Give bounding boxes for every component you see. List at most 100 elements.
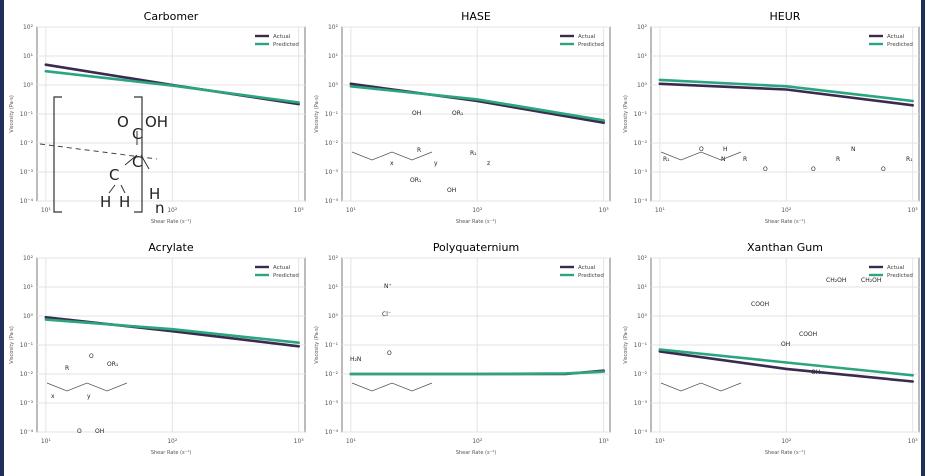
y-tick-label: 10⁰ bbox=[328, 82, 339, 89]
x-tick-label: 10¹ bbox=[346, 438, 357, 445]
structure-atom-label: R₁ bbox=[470, 150, 477, 157]
y-tick-label: 10¹ bbox=[328, 284, 339, 291]
x-tick-label: 10¹ bbox=[346, 207, 357, 214]
x-tick-label: 10¹ bbox=[655, 207, 666, 214]
y-tick-label: 10⁻⁴ bbox=[325, 198, 339, 205]
y-tick-label: 10⁻² bbox=[634, 371, 648, 378]
structure-atom-label: N⁺ bbox=[384, 283, 392, 290]
panel-polyquaternium: Polyquaternium 10¹ 10² 10³ 10² 10¹ 10⁰ 10⁻¹ 10⁻²… bbox=[314, 241, 611, 456]
panel-title: HASE bbox=[461, 10, 491, 23]
y-tick-label: 10¹ bbox=[637, 284, 648, 291]
y-tick-label: 10⁰ bbox=[637, 82, 648, 89]
y-tick-label: 10⁻¹ bbox=[634, 342, 648, 349]
x-tick-label: 10² bbox=[472, 438, 483, 445]
y-axis-label: Viscosity (Pa·s) bbox=[314, 95, 320, 133]
y-tick-label: 10⁻² bbox=[20, 371, 34, 378]
panel-acrylate: Acrylate 10¹ 10² 10³ 10² 10¹ 10⁰ 10⁻¹ 10⁻² 10⁻³ 10… bbox=[9, 241, 306, 456]
y-tick-label: 10⁻⁴ bbox=[20, 429, 34, 436]
structure-atom-label: C bbox=[109, 166, 119, 184]
x-tick-label: 10³ bbox=[599, 207, 610, 214]
structure-atom-label: H bbox=[119, 193, 130, 211]
x-tick-label: 10² bbox=[167, 207, 178, 214]
y-tick-label: 10¹ bbox=[23, 53, 34, 60]
y-tick-label: 10⁻² bbox=[20, 140, 34, 147]
structure-atom-label: OH bbox=[781, 341, 790, 348]
structure-atom-label: H bbox=[149, 185, 160, 203]
structure-atom-label: y bbox=[87, 393, 91, 400]
x-axis-label: Shear Rate (s⁻¹) bbox=[456, 219, 496, 225]
x-tick-label: 10¹ bbox=[655, 438, 666, 445]
y-tick-label: 10⁻⁴ bbox=[634, 429, 648, 436]
y-tick-label: 10² bbox=[328, 255, 339, 262]
panel-hase: HASE 10¹ 10² 10³ 10² 10¹ 10⁰ 10⁻¹ 10⁻² 10⁻³ 10⁻⁴ Sh… bbox=[314, 10, 611, 225]
bond-lines bbox=[46, 382, 128, 392]
bond-lines bbox=[660, 151, 742, 161]
structure-atom-label: O bbox=[881, 166, 886, 173]
x-tick-label: 10³ bbox=[908, 207, 919, 214]
y-tick-label: 10⁻³ bbox=[20, 400, 34, 407]
legend-label: Actual bbox=[578, 34, 596, 40]
legend-label: Actual bbox=[578, 265, 596, 271]
y-tick-label: 10² bbox=[23, 24, 34, 31]
legend-label: Predicted bbox=[578, 273, 604, 279]
legend-label: Actual bbox=[273, 265, 291, 271]
x-tick-label: 10¹ bbox=[41, 207, 52, 214]
structure-atom-label: O bbox=[117, 113, 129, 131]
panel-title: Polyquaternium bbox=[433, 241, 519, 254]
legend: Actual Predicted bbox=[560, 265, 604, 279]
x-axis-label: Shear Rate (s⁻¹) bbox=[151, 450, 191, 456]
structure-atom-label: COOH bbox=[751, 301, 769, 308]
structure-atom-label: C bbox=[132, 153, 142, 171]
x-tick-label: 10³ bbox=[294, 438, 305, 445]
structure-atom-label: y bbox=[434, 160, 438, 167]
legend-label: Actual bbox=[273, 34, 291, 40]
legend-label: Predicted bbox=[273, 273, 299, 279]
structure-atom-label: R₁ bbox=[906, 156, 913, 163]
y-axis-label: Viscosity (Pa·s) bbox=[314, 326, 320, 364]
left-frame bbox=[0, 0, 4, 476]
x-axis-label: Shear Rate (s⁻¹) bbox=[456, 450, 496, 456]
structure-atom-label: OH bbox=[412, 110, 421, 117]
y-axis-label: Viscosity (Pa·s) bbox=[9, 95, 15, 133]
structure-atom-label: O bbox=[77, 428, 82, 435]
y-tick-label: 10⁻⁴ bbox=[20, 198, 34, 205]
y-tick-label: 10⁻³ bbox=[325, 169, 339, 176]
bond-lines bbox=[351, 151, 433, 161]
y-tick-label: 10⁻³ bbox=[634, 400, 648, 407]
x-tick-label: 10² bbox=[167, 438, 178, 445]
legend: Actual Predicted bbox=[255, 34, 299, 48]
panel-title: Carbomer bbox=[144, 10, 199, 23]
x-tick-label: 10¹ bbox=[41, 438, 52, 445]
structure-atom-label: x bbox=[51, 393, 55, 400]
panel-carbomer: Carbomer 10¹ 10² 10³ 10² 10¹ 10⁰ 10⁻¹ 10⁻² 10⁻³ 10… bbox=[9, 10, 306, 225]
legend: Actual Predicted bbox=[869, 34, 913, 48]
panel-title: Acrylate bbox=[148, 241, 194, 254]
y-axis-label: Viscosity (Pa·s) bbox=[623, 95, 629, 133]
legend-label: Actual bbox=[887, 34, 905, 40]
y-tick-label: 10⁻¹ bbox=[325, 342, 339, 349]
y-tick-label: 10⁰ bbox=[23, 82, 34, 89]
y-tick-label: 10⁻³ bbox=[325, 400, 339, 407]
y-tick-label: 10⁻³ bbox=[634, 169, 648, 176]
structure-atom-label: z bbox=[487, 160, 490, 167]
dashed-bond bbox=[39, 143, 158, 160]
x-tick-label: 10² bbox=[781, 438, 792, 445]
y-tick-label: 10⁻¹ bbox=[325, 111, 339, 118]
y-tick-label: 10² bbox=[23, 255, 34, 262]
x-tick-label: 10² bbox=[472, 207, 483, 214]
y-tick-label: 10⁻² bbox=[325, 371, 339, 378]
structure-atom-label: R bbox=[65, 365, 69, 372]
structure-atom-label: OR₁ bbox=[107, 361, 119, 368]
legend-label: Predicted bbox=[887, 42, 913, 48]
structure-atom-label: O bbox=[387, 350, 392, 357]
structure-atom-label: x bbox=[390, 160, 394, 167]
structure-atom-label: H bbox=[100, 193, 111, 211]
structure-atom-label: O bbox=[699, 146, 704, 153]
y-tick-label: 10⁰ bbox=[328, 313, 339, 320]
y-axis-label: Viscosity (Pa·s) bbox=[9, 326, 15, 364]
y-axis-label: Viscosity (Pa·s) bbox=[623, 326, 629, 364]
y-tick-label: 10⁻¹ bbox=[20, 111, 34, 118]
y-tick-label: 10⁻² bbox=[325, 140, 339, 147]
legend-label: Predicted bbox=[887, 273, 913, 279]
